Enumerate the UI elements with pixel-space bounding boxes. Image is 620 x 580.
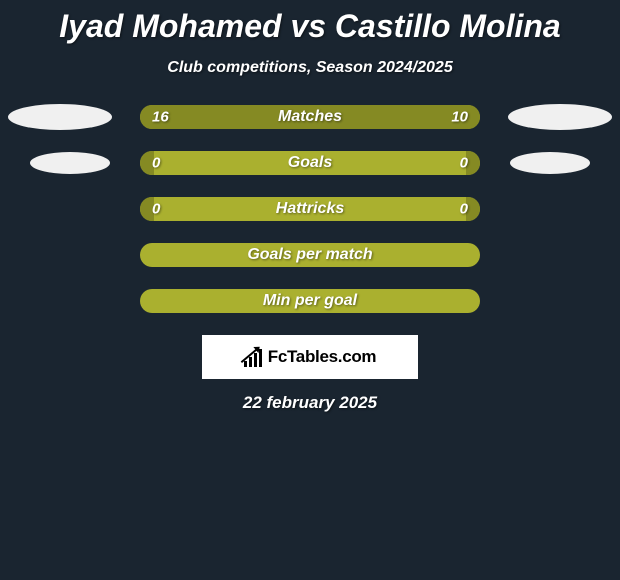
stat-label: Goals	[288, 154, 332, 172]
stat-value-right: 10	[451, 109, 468, 126]
stat-value-left: 16	[152, 109, 169, 126]
player-left-ellipse	[30, 152, 110, 174]
stat-value-right: 0	[460, 201, 468, 218]
stat-label: Goals per match	[247, 246, 372, 264]
stat-row: Matches 16 10	[0, 105, 620, 129]
stat-bar: Goals per match	[140, 243, 480, 267]
player-right-ellipse	[510, 152, 590, 174]
chart-arrow-icon	[244, 347, 262, 367]
stat-row: Goals 0 0	[0, 151, 620, 175]
stat-bar: Goals 0 0	[140, 151, 480, 175]
page-title: Iyad Mohamed vs Castillo Molina	[0, 8, 620, 45]
stat-bar: Matches 16 10	[140, 105, 480, 129]
stat-value-right: 0	[460, 155, 468, 172]
stat-label: Matches	[278, 108, 342, 126]
stat-row: Min per goal	[0, 289, 620, 313]
stat-row: Goals per match	[0, 243, 620, 267]
brand-box[interactable]: FcTables.com	[202, 335, 418, 379]
player-left-ellipse	[8, 104, 112, 130]
stat-value-left: 0	[152, 155, 160, 172]
bar-fill-right	[466, 151, 480, 175]
date-label: 22 february 2025	[0, 393, 620, 413]
brand-label: FcTables.com	[268, 347, 377, 367]
stat-row: Hattricks 0 0	[0, 197, 620, 221]
stat-label: Min per goal	[263, 292, 357, 310]
stat-bar: Hattricks 0 0	[140, 197, 480, 221]
stat-label: Hattricks	[276, 200, 344, 218]
player-right-ellipse	[508, 104, 612, 130]
stat-value-left: 0	[152, 201, 160, 218]
stats-panel: Matches 16 10 Goals 0 0 Hattricks 0 0 Goals per m…	[0, 105, 620, 313]
stat-bar: Min per goal	[140, 289, 480, 313]
bar-fill-right	[466, 197, 480, 221]
subtitle: Club competitions, Season 2024/2025	[0, 59, 620, 77]
